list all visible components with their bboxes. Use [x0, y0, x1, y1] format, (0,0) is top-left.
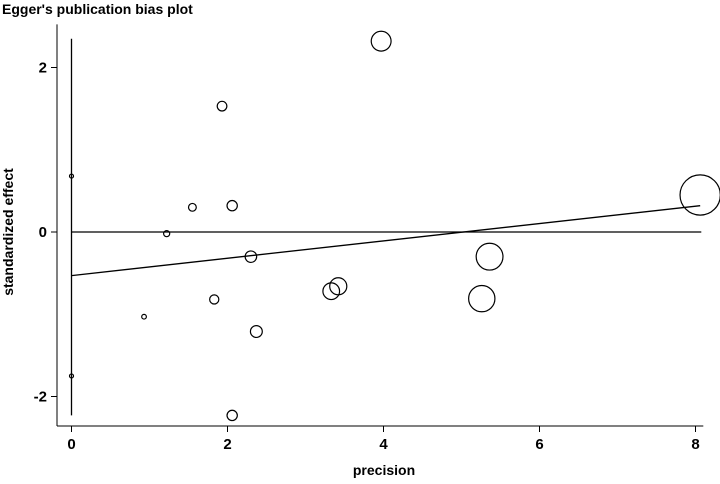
x-tick-label: 8: [691, 436, 699, 453]
x-tick-label: 0: [67, 436, 75, 453]
data-point: [226, 409, 238, 422]
data-point: [68, 173, 75, 179]
data-point: [370, 30, 392, 52]
data-point: [141, 313, 147, 320]
y-axis-title: standardized effect: [0, 168, 16, 296]
data-point: [226, 199, 238, 212]
data-point: [322, 282, 341, 301]
data-point: [249, 324, 263, 339]
regression-line: [71, 205, 701, 277]
y-tick-label: -2: [34, 389, 47, 406]
data-point: [163, 229, 171, 238]
x-axis-title: precision: [353, 462, 415, 478]
y-tick-label: 0: [39, 224, 47, 241]
data-point: [468, 284, 496, 313]
plot-area: -2 0 2 0 2 4 6 8: [34, 24, 720, 453]
data-point: [216, 100, 228, 112]
data-point: [329, 277, 348, 296]
chart-title: Egger's publication bias plot: [2, 1, 193, 17]
data-point: [475, 242, 504, 271]
x-tick-label: 6: [535, 436, 543, 453]
data-point: [244, 250, 258, 264]
data-point: [209, 294, 220, 305]
y-tick-label: 2: [39, 60, 47, 77]
data-point: [679, 174, 720, 216]
data-point: [187, 202, 197, 212]
x-tick-label: 2: [223, 436, 231, 453]
data-point: [68, 373, 75, 379]
x-tick-label: 4: [379, 436, 388, 453]
